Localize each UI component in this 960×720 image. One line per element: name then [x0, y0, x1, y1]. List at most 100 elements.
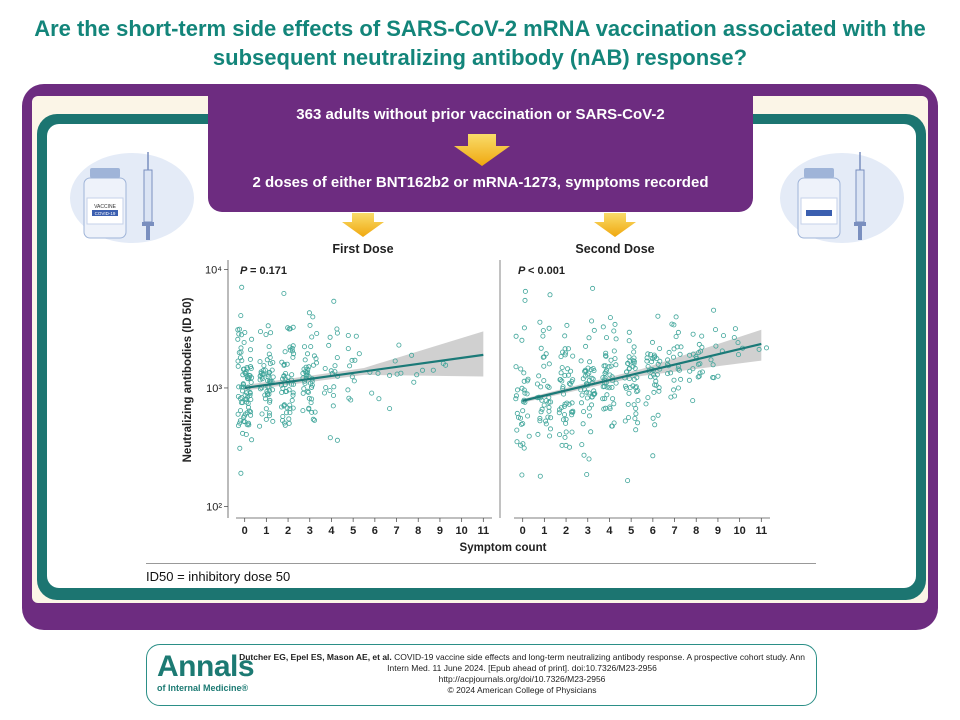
data-point	[699, 369, 705, 375]
data-point	[711, 375, 717, 381]
data-point	[345, 346, 351, 352]
regression-line	[244, 353, 484, 390]
data-point	[540, 328, 546, 334]
data-point	[713, 343, 719, 349]
x-tick-label: 11	[478, 525, 490, 537]
data-point	[286, 416, 292, 422]
data-point	[665, 357, 671, 363]
data-point	[675, 329, 681, 335]
data-point	[602, 396, 608, 402]
data-point	[735, 340, 741, 346]
data-point	[625, 401, 631, 407]
vial-cap	[804, 168, 834, 178]
x-axis-label: Symptom count	[460, 542, 547, 554]
data-point	[654, 356, 660, 362]
data-point	[600, 324, 606, 330]
data-point	[606, 364, 612, 370]
data-point	[633, 384, 639, 390]
data-point	[560, 349, 566, 355]
citation-url[interactable]: http://acpjournals.org/doi/10.7326/M23-2…	[438, 674, 606, 684]
down-arrow-icon	[454, 134, 510, 166]
data-point	[675, 366, 681, 372]
data-point	[589, 318, 595, 324]
data-point	[279, 417, 285, 423]
data-point	[352, 357, 358, 363]
data-point	[331, 384, 337, 390]
data-point	[695, 374, 701, 380]
data-point	[282, 349, 288, 355]
data-point	[581, 452, 587, 458]
data-point	[584, 395, 590, 401]
regression-line	[522, 342, 762, 402]
data-point	[514, 427, 520, 433]
data-point	[269, 387, 275, 393]
data-point	[591, 388, 597, 394]
y-tick-label: 10⁴	[205, 264, 222, 276]
data-point	[248, 409, 254, 415]
data-point	[308, 344, 314, 350]
data-point	[312, 409, 318, 415]
flow-step-1: 363 adults without prior vaccination or …	[296, 106, 665, 123]
data-point	[262, 396, 268, 402]
data-point	[634, 374, 640, 380]
data-point	[645, 351, 651, 357]
data-point	[713, 327, 719, 333]
data-point	[269, 367, 275, 373]
data-point	[309, 334, 315, 340]
p-value-annotation: P < 0.001	[518, 265, 565, 277]
data-point	[289, 372, 295, 378]
data-point	[521, 370, 527, 376]
data-point	[630, 358, 636, 364]
data-point	[235, 336, 241, 342]
data-point	[582, 367, 588, 373]
data-point	[557, 432, 563, 438]
syringe-flange	[142, 222, 154, 226]
data-point	[310, 314, 316, 320]
data-point	[248, 379, 254, 385]
data-point	[563, 420, 569, 426]
data-point	[676, 367, 682, 373]
data-point	[518, 415, 524, 421]
data-point	[582, 368, 588, 374]
data-point	[524, 391, 530, 397]
data-point	[267, 354, 273, 360]
data-point	[238, 349, 244, 355]
data-point	[650, 339, 656, 345]
data-point	[290, 405, 296, 411]
data-point	[409, 352, 415, 358]
data-point	[349, 374, 355, 380]
data-point	[671, 387, 677, 393]
data-point	[419, 367, 425, 373]
data-point	[330, 392, 336, 398]
data-point	[696, 341, 702, 347]
page-title: Are the short-term side effects of SARS-…	[34, 16, 926, 70]
data-point	[237, 445, 243, 451]
data-point	[525, 376, 531, 382]
x-tick-label: 3	[307, 525, 313, 537]
data-point	[526, 433, 532, 439]
data-point	[558, 405, 564, 411]
data-point	[334, 330, 340, 336]
data-point	[687, 352, 693, 358]
data-point	[263, 332, 269, 338]
data-point	[268, 330, 274, 336]
data-point	[521, 378, 527, 384]
data-point	[546, 384, 552, 390]
data-point	[513, 333, 519, 339]
data-point	[543, 418, 549, 424]
data-point	[626, 415, 632, 421]
data-point	[411, 379, 417, 385]
data-point	[567, 381, 573, 387]
data-point	[235, 423, 241, 429]
data-point	[648, 351, 654, 357]
data-point	[645, 395, 651, 401]
data-point	[238, 313, 244, 319]
data-point	[697, 370, 703, 376]
data-point	[513, 364, 519, 370]
data-point	[284, 405, 290, 411]
data-point	[569, 429, 575, 435]
data-point	[305, 366, 311, 372]
data-point	[270, 418, 276, 424]
data-point	[569, 400, 575, 406]
data-point	[237, 420, 243, 426]
